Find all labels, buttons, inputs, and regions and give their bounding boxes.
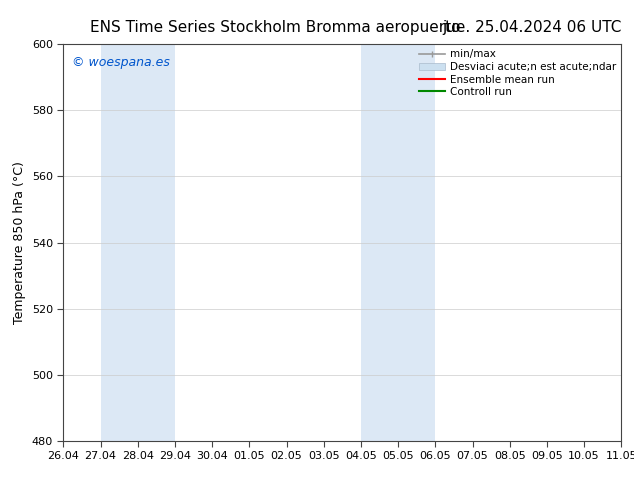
Text: © woespana.es: © woespana.es (72, 56, 170, 69)
Y-axis label: Temperature 850 hPa (°C): Temperature 850 hPa (°C) (13, 161, 26, 324)
Text: ENS Time Series Stockholm Bromma aeropuerto: ENS Time Series Stockholm Bromma aeropue… (90, 20, 461, 35)
Legend: min/max, Desviaci acute;n est acute;ndar, Ensemble mean run, Controll run: min/max, Desviaci acute;n est acute;ndar… (417, 47, 618, 99)
Bar (101, 44, 175, 441)
Text: jue. 25.04.2024 06 UTC: jue. 25.04.2024 06 UTC (442, 20, 621, 35)
Bar (361, 44, 436, 441)
Bar (621, 44, 634, 441)
